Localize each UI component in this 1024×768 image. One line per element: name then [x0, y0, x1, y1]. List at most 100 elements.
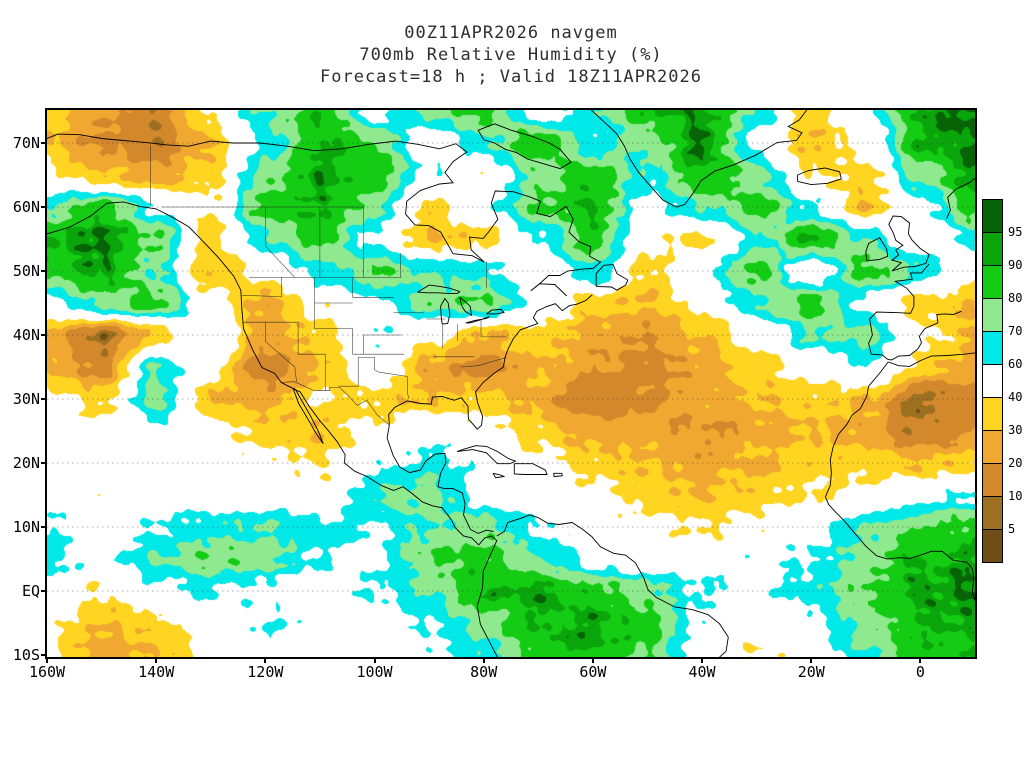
lat-tickmark: [41, 398, 47, 401]
lat-tick-label: 40N: [12, 326, 40, 345]
colorbar-segment: [982, 529, 1003, 563]
lon-tick-label: 0: [915, 663, 925, 681]
coastline: [824, 361, 975, 601]
lon-tickmark: [701, 657, 704, 663]
coastline: [868, 263, 962, 361]
colorbar-tick-label: 5: [1008, 522, 1016, 536]
coastline: [465, 316, 490, 324]
lat-tick-label: 10N: [12, 518, 40, 537]
lat-tickmark: [41, 270, 47, 273]
lat-tick-label: 50N: [12, 262, 40, 281]
lat-tickmark: [41, 654, 47, 657]
colorbar-tick-label: 60: [1008, 357, 1023, 371]
lat-tickmark: [41, 142, 47, 145]
colorbar-segment: [982, 364, 1003, 398]
colorbar-tick-label: 30: [1008, 423, 1023, 437]
title-line-3: Forecast=18 h ; Valid 18Z11APR2026: [320, 67, 702, 87]
colorbar-tick-label: 20: [1008, 456, 1023, 470]
colorbar-tick-label: 70: [1008, 324, 1023, 338]
lon-tickmark: [591, 657, 594, 663]
lat-tick-label: 70N: [12, 134, 40, 153]
lon-tickmark: [482, 657, 485, 663]
coastline: [477, 123, 572, 170]
lon-tickmark: [373, 657, 376, 663]
lon-tick-label: 40W: [688, 663, 716, 681]
lat-tick-label: 10S: [12, 646, 40, 665]
state-border: [314, 277, 402, 355]
lon-tickmark: [810, 657, 813, 663]
state-border: [281, 381, 390, 426]
state-border: [242, 277, 282, 297]
coastline: [492, 472, 506, 479]
lat-tick-label: EQ: [21, 582, 40, 601]
lat-tickmark: [41, 590, 47, 593]
coastline: [797, 167, 842, 186]
lat-tickmark: [41, 206, 47, 209]
lat-tickmark: [41, 334, 47, 337]
state-border: [338, 357, 359, 387]
colorbar-segment: [982, 232, 1003, 266]
colorbar-segment: [982, 430, 1003, 464]
coastline: [456, 445, 517, 465]
coastline: [888, 215, 930, 272]
coastline: [440, 297, 451, 325]
colorbar-segment: [982, 199, 1003, 233]
colorbar-segment: [982, 331, 1003, 365]
lat-tick-label: 20N: [12, 454, 40, 473]
state-border: [480, 320, 507, 338]
coastline: [47, 133, 602, 297]
lat-tick-label: 60N: [12, 198, 40, 217]
colorbar-segment: [982, 496, 1003, 530]
coastline: [496, 514, 729, 657]
coastline: [888, 352, 975, 367]
title-line-1: 00Z11APR2026 navgem: [404, 23, 618, 43]
state-border: [404, 375, 410, 399]
coastline: [486, 308, 505, 315]
lon-tick-label: 60W: [579, 663, 607, 681]
colorbar-tick-label: 40: [1008, 390, 1023, 404]
lon-tick-label: 120W: [247, 663, 284, 681]
coastline: [946, 177, 975, 219]
lon-tickmark: [919, 657, 922, 663]
state-border: [460, 357, 507, 368]
coastline: [865, 237, 889, 262]
colorbar-segment: [982, 397, 1003, 431]
coastline: [386, 425, 494, 534]
lon-tick-label: 100W: [356, 663, 393, 681]
lon-tick-label: 80W: [470, 663, 498, 681]
colorbar-tick-label: 80: [1008, 291, 1023, 305]
coastline: [459, 296, 473, 317]
lon-tickmark: [46, 657, 48, 663]
title-line-2: 700mb Relative Humidity (%): [359, 45, 663, 65]
lon-tick-label: 140W: [138, 663, 175, 681]
colorbar-segment: [982, 298, 1003, 332]
lat-tickmark: [41, 526, 47, 529]
chart-title-block: 00Z11APR2026 navgem 700mb Relative Humid…: [47, 22, 975, 88]
coastline: [388, 294, 593, 430]
state-border: [265, 322, 297, 382]
lon-tick-label: 160W: [28, 663, 66, 681]
colorbar: 95 90 80 70 60 40 30 20 10 5: [982, 199, 1024, 565]
coastline: [47, 201, 498, 657]
colorbar-tick-label: 10: [1008, 489, 1023, 503]
lon-tick-label: 20W: [797, 663, 825, 681]
colorbar-tick-label: 90: [1008, 258, 1023, 272]
lon-tickmark: [155, 657, 158, 663]
state-border: [265, 206, 296, 278]
lat-tickmark: [41, 462, 47, 465]
colorbar-segment: [982, 265, 1003, 299]
coastline: [590, 110, 808, 208]
coastline: [417, 284, 461, 294]
humidity-field-canvas: [47, 110, 975, 657]
coastline: [553, 472, 563, 477]
map-overlay-svg: [47, 110, 975, 657]
lat-tick-label: 30N: [12, 390, 40, 409]
state-border: [358, 357, 405, 377]
colorbar-tick-label: 95: [1008, 225, 1023, 239]
state-border: [297, 322, 326, 391]
colorbar-segment: [982, 463, 1003, 497]
coastline: [513, 463, 548, 475]
lon-tickmark: [264, 657, 267, 663]
coastline: [595, 264, 629, 291]
